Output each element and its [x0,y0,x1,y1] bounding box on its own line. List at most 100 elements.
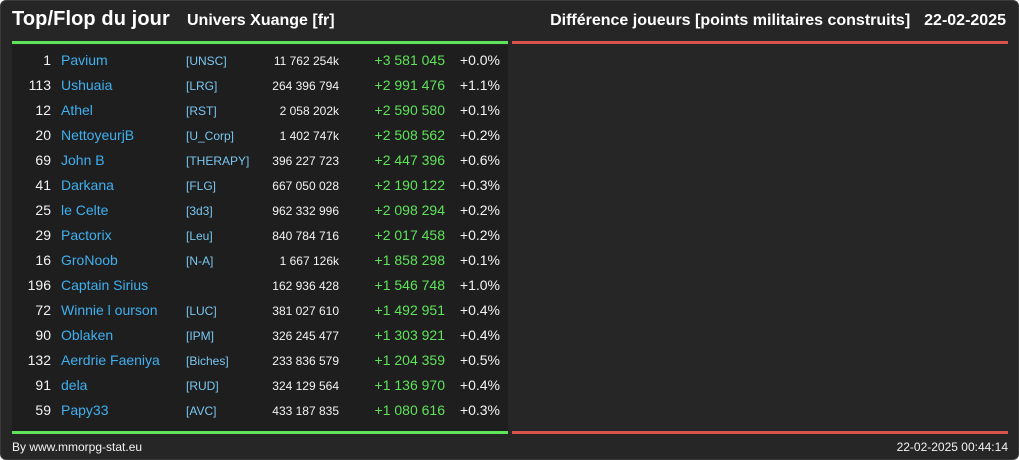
player-alliance: [Leu] [186,229,213,243]
player-points: 326 245 477 [272,329,339,343]
player-rank: 72 [35,302,51,318]
player-rank: 113 [28,77,51,93]
table-row: 25 le Celte [3d3] 962 332 996 +2 098 294 +0.2… [12,198,508,223]
player-points: 667 050 028 [272,179,339,193]
player-name[interactable]: le Celte [61,202,109,218]
player-diff: +1 492 951 [374,302,445,318]
player-percent: +0.4% [459,302,500,318]
table-row: 29 Pactorix [Leu] 840 784 716 +2 017 458 +0.2… [12,223,508,248]
player-percent: +0.5% [459,352,500,368]
player-points: 162 936 428 [272,279,339,293]
player-rank: 25 [35,202,51,218]
player-rank: 29 [35,227,51,243]
player-points: 1 667 126k [279,254,339,268]
player-points: 840 784 716 [272,229,339,243]
player-name[interactable]: Athel [61,102,93,118]
player-diff: +1 080 616 [374,402,445,418]
flop-bar-lower [512,431,1008,434]
player-alliance: [RUD] [186,379,219,393]
player-alliance: [IPM] [186,329,215,343]
player-diff: +2 017 458 [374,227,445,243]
table-row: 113 Ushuaia [LRG] 264 396 794 +2 991 476 +1.1… [12,73,508,98]
player-name[interactable]: Pactorix [61,227,112,243]
table-row: 91 dela [RUD] 324 129 564 +1 136 970 +0.4% [12,373,508,398]
player-rank: 16 [35,252,51,268]
player-percent: +0.4% [459,377,500,393]
player-points: 264 396 794 [272,79,339,93]
player-name[interactable]: Papy33 [61,402,109,418]
player-rank: 69 [35,152,51,168]
player-rank: 59 [35,402,51,418]
top-bar-upper [12,41,508,44]
player-percent: +0.2% [459,127,500,143]
table-row: 72 Winnie l ourson [LUC] 381 027 610 +1 492 … [12,298,508,323]
player-points: 962 332 996 [272,204,339,218]
table-row: 12 Athel [RST] 2 058 202k +2 590 580 +0.1% [12,98,508,123]
player-diff: +2 098 294 [374,202,445,218]
player-alliance: [N-A] [186,254,214,268]
player-rank: 132 [27,352,51,368]
player-name[interactable]: GroNoob [61,252,118,268]
player-diff: +3 581 045 [374,52,445,68]
header-right: Différence joueurs [points militaires co… [550,12,1006,30]
player-points: 2 058 202k [279,104,339,118]
player-points: 11 762 254k [273,54,339,68]
header-date: 22-02-2025 [924,12,1006,29]
top-players-panel: 1 Pavium [UNSC] 11 762 254k +3 581 045 +0.0% 1… [12,45,508,431]
player-name[interactable]: Captain Sirius [61,277,149,293]
table-row: 1 Pavium [UNSC] 11 762 254k +3 581 045 +0.0% [12,48,508,73]
player-percent: +1.0% [459,277,500,293]
table-row: 196 Captain Sirius 162 936 428 +1 546 748 +1… [12,273,508,298]
player-name[interactable]: Oblaken [61,327,114,343]
player-diff: +1 858 298 [374,252,445,268]
player-points: 381 027 610 [272,304,339,318]
player-name[interactable]: Pavium [61,52,108,68]
player-alliance: [UNSC] [186,54,227,68]
footer-credit: By www.mmorpg-stat.eu [12,440,143,454]
player-diff: +2 508 562 [374,127,445,143]
footer-timestamp: 22-02-2025 00:44:14 [896,440,1008,454]
player-alliance: [FLG] [186,179,217,193]
player-percent: +0.2% [459,202,500,218]
player-points: 433 187 835 [272,404,339,418]
player-alliance: [THERAPY] [186,154,250,168]
player-percent: +1.1% [459,77,500,93]
player-diff: +2 447 396 [374,152,445,168]
player-diff: +2 991 476 [374,77,445,93]
player-points: 396 227 723 [272,154,339,168]
player-diff: +1 204 359 [374,352,445,368]
table-row: 16 GroNoob [N-A] 1 667 126k +1 858 298 +0.1% [12,248,508,273]
table-row: 90 Oblaken [IPM] 326 245 477 +1 303 921 +0.4% [12,323,508,348]
player-percent: +0.3% [459,177,500,193]
player-percent: +0.2% [459,227,500,243]
player-percent: +0.1% [459,252,500,268]
player-alliance: [U_Corp] [186,129,235,143]
player-percent: +0.1% [459,102,500,118]
player-rank: 196 [27,277,51,293]
player-diff: +2 190 122 [374,177,445,193]
player-rank: 91 [35,377,51,393]
player-percent: +0.3% [459,402,500,418]
player-diff: +2 590 580 [374,102,445,118]
universe-label: Univers Xuange [fr] [187,12,335,29]
table-row: 69 John B [THERAPY] 396 227 723 +2 447 396 +0… [12,148,508,173]
table-row: 132 Aerdrie Faeniya [Biches] 233 836 579 +1 … [12,348,508,373]
top-bar-lower [12,431,508,434]
player-percent: +0.0% [459,52,500,68]
player-points: 233 836 579 [272,354,339,368]
player-alliance: [AVC] [186,404,217,418]
player-name[interactable]: dela [61,377,88,393]
flop-bar-upper [512,41,1008,44]
player-diff: +1 136 970 [374,377,445,393]
player-name[interactable]: John B [61,152,105,168]
player-name[interactable]: NettoyeurjB [61,127,135,143]
player-name[interactable]: Ushuaia [61,77,113,93]
player-alliance: [3d3] [186,204,213,218]
player-name[interactable]: Aerdrie Faeniya [61,352,160,368]
player-name[interactable]: Darkana [61,177,114,193]
player-percent: +0.6% [459,152,500,168]
table-row: 41 Darkana [FLG] 667 050 028 +2 190 122 +0.3% [12,173,508,198]
player-name[interactable]: Winnie l ourson [61,302,158,318]
metric-label: Différence joueurs [points militaires co… [550,12,911,29]
